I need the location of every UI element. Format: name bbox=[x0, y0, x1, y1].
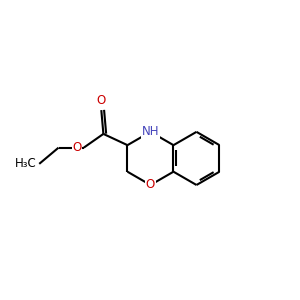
Text: H₃C: H₃C bbox=[15, 158, 37, 170]
Text: O: O bbox=[73, 141, 82, 154]
Text: O: O bbox=[97, 94, 106, 107]
Text: NH: NH bbox=[142, 125, 159, 138]
Text: O: O bbox=[146, 178, 155, 191]
